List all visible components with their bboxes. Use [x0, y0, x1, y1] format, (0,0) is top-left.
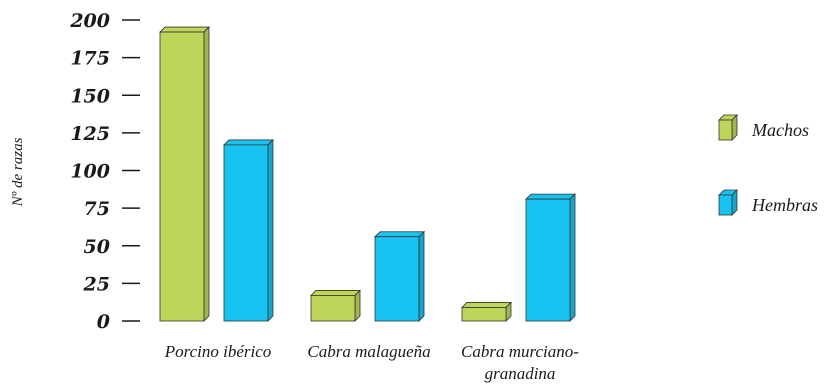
- bar-hembras-1-side: [418, 230, 425, 322]
- x-category-label: Porcino ibérico: [164, 342, 272, 361]
- y-axis: 0 25 50 75 100 125 150 175 200: [69, 10, 140, 333]
- bar-machos-1-side: [354, 289, 361, 322]
- bar-machos-2: [461, 301, 512, 322]
- y-tick-label: 75: [84, 198, 110, 220]
- bar-hembras-2: [525, 193, 576, 322]
- y-tick-label: 200: [69, 10, 110, 32]
- y-tick-label: 0: [97, 311, 110, 333]
- bar-machos-0: [159, 26, 210, 322]
- bar-hembras-1-top: [374, 231, 425, 238]
- y-tick-label: 25: [83, 273, 110, 295]
- legend-swatch-machos: [718, 114, 738, 141]
- bar-hembras-0: [223, 138, 274, 322]
- bar-hembras-0-side: [267, 138, 274, 322]
- bar-machos-2-top: [461, 302, 512, 308]
- legend-swatch-hembras: [718, 189, 738, 216]
- y-tick-label: 50: [84, 236, 110, 258]
- bar-hembras-2-front: [525, 198, 571, 322]
- x-category-label: granadina: [485, 364, 556, 383]
- legend-swatch-machos-front: [718, 119, 733, 141]
- bars: [159, 26, 576, 322]
- x-axis-labels: Porcino ibérico Cabra malagueña Cabra murc…: [164, 342, 580, 383]
- bar-hembras-1: [374, 230, 425, 322]
- x-category-label: Cabra murciano-: [461, 342, 579, 361]
- legend-swatch-hembras-side: [731, 189, 738, 216]
- legend-swatch-machos-side: [731, 114, 738, 141]
- bar-hembras-1-front: [374, 236, 420, 322]
- bar-machos-1: [310, 289, 361, 322]
- legend-label-hembras: Hembras: [751, 195, 818, 215]
- bar-machos-1-top: [310, 290, 361, 296]
- bar-hembras-0-top: [223, 139, 274, 146]
- bar-machos-0-top: [159, 26, 210, 33]
- bar-machos-2-front: [461, 307, 507, 322]
- bar-machos-1-front: [310, 295, 356, 322]
- y-tick-label: 100: [70, 161, 110, 183]
- y-tick-label: 125: [70, 123, 110, 145]
- y-tick-label: 175: [70, 48, 110, 70]
- y-axis-label: Nº de razas: [10, 137, 26, 207]
- bar-machos-0-side: [203, 26, 210, 322]
- bar-hembras-0-front: [223, 144, 269, 322]
- legend-label-machos: Machos: [751, 120, 809, 140]
- legend-swatch-hembras-front: [718, 194, 733, 216]
- y-tick-label: 150: [70, 85, 110, 107]
- bar-hembras-2-side: [569, 193, 576, 322]
- x-category-label: Cabra malagueña: [307, 342, 430, 361]
- legend: Machos Hembras: [718, 114, 818, 216]
- bar-hembras-2-top: [525, 193, 576, 200]
- bar-machos-0-front: [159, 31, 205, 322]
